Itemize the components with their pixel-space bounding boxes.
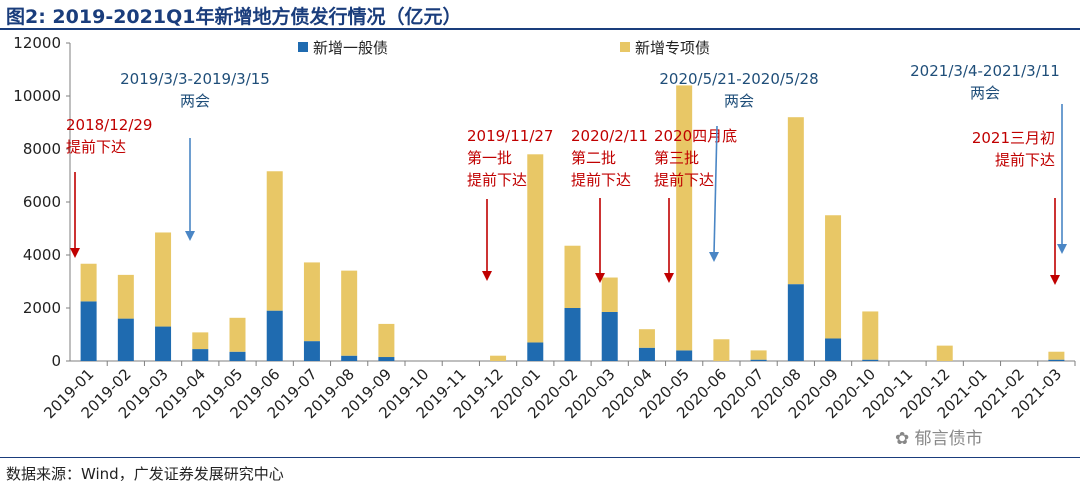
bar-special-2020-06	[713, 339, 730, 361]
legend-swatch-special	[620, 42, 630, 52]
annotation-2021-03: 2021三月初提前下达	[972, 129, 1055, 169]
bar-general-2020-03	[601, 311, 618, 361]
bar-general-2019-07	[303, 341, 320, 361]
annotation-line: 2019/11/27	[467, 127, 553, 145]
annotation-line: 2021三月初	[972, 129, 1055, 147]
arrow-head-icon	[1057, 244, 1067, 254]
annotation-2020-03: 2020/2/11 第二批提前下达	[571, 127, 648, 189]
annotation-line: 第三批	[654, 149, 699, 167]
annotation-line: 第二批	[571, 149, 616, 167]
bar-special-2020-05	[676, 85, 693, 351]
y-tick-label: 8000	[23, 140, 61, 158]
arrow-head-icon	[709, 252, 719, 262]
chart-title: 图2: 2019-2021Q1年新增地方债发行情况（亿元）	[6, 6, 462, 28]
y-tick-label: 10000	[13, 87, 61, 105]
y-tick-label: 4000	[23, 246, 61, 264]
annotation-2019-03: 2019/3/3-2019/3/15 两会	[120, 70, 270, 110]
bar-special-2019-12	[490, 355, 507, 361]
source-note: 数据来源：Wind，广发证券发展研究中心	[6, 465, 284, 483]
stacked-bar-chart: 0200040006000800010000120002019-012019-0…	[13, 34, 1076, 422]
bar-special-2020-02	[564, 245, 581, 308]
bar-special-2020-01	[527, 154, 544, 343]
bar-special-2020-08	[787, 117, 804, 285]
footer-divider	[0, 457, 1080, 458]
bar-special-2020-09	[825, 215, 842, 339]
bar-general-2020-05	[676, 350, 693, 361]
watermark-text: 郁言债市	[914, 429, 983, 449]
annotation-line: 第一批	[467, 149, 512, 167]
y-tick-label: 2000	[23, 299, 61, 317]
legend-label-general: 新增一般债	[313, 39, 388, 57]
bar-general-2019-02	[117, 318, 134, 361]
bar-general-2020-01	[527, 342, 544, 361]
title-divider	[0, 28, 1080, 30]
bar-general-2019-06	[266, 310, 283, 361]
annotation-2020-06: 2020/5/21-2020/5/28 两会	[659, 70, 818, 110]
bar-general-2020-08	[787, 284, 804, 361]
annotation-2019-11: 2019/11/27 第一批提前下达	[467, 127, 553, 189]
bar-special-2019-08	[341, 270, 358, 356]
annotation-line: 2020四月底	[654, 127, 737, 145]
bar-special-2020-12	[936, 345, 953, 361]
bar-general-2021-03	[1048, 359, 1065, 361]
bar-general-2020-07	[750, 359, 767, 361]
bar-general-2019-08	[341, 355, 358, 361]
y-tick-label: 12000	[13, 34, 61, 52]
wechat-icon: ✿	[895, 429, 915, 449]
annotation-line: 提前下达	[467, 171, 527, 189]
annotation-line: 2019/3/3-2019/3/15	[120, 70, 270, 88]
arrow-head-icon	[70, 248, 80, 258]
bar-general-2020-10	[862, 359, 879, 361]
annotation-arrow-2020-06	[713, 125, 718, 255]
bar-general-2020-09	[825, 338, 842, 361]
arrow-head-icon	[595, 273, 605, 283]
annotation-2019-01: 2018/12/29 提前下达	[66, 116, 152, 156]
bar-special-2020-04	[638, 329, 655, 348]
bar-special-2019-01	[80, 263, 97, 302]
legend-swatch-general	[298, 42, 308, 52]
annotation-2020-05: 2020四月底第三批提前下达	[654, 127, 737, 189]
annotation-line: 两会	[180, 92, 210, 110]
annotation-line: 2018/12/29	[66, 116, 152, 134]
bar-special-2021-03	[1048, 351, 1065, 360]
y-tick-label: 6000	[23, 193, 61, 211]
bar-special-2019-05	[229, 317, 246, 352]
bar-special-2019-09	[378, 323, 395, 358]
bar-general-2019-09	[378, 357, 395, 361]
annotation-line: 2021/3/4-2021/3/11	[910, 62, 1060, 80]
annotation-line: 提前下达	[66, 138, 126, 156]
arrow-head-icon	[185, 231, 195, 241]
annotation-line: 提前下达	[654, 171, 714, 189]
bar-special-2019-06	[266, 171, 283, 311]
annotation-2021-03: 2021/3/4-2021/3/11 两会	[910, 62, 1060, 102]
watermark: ✿ 郁言债市	[895, 424, 983, 449]
bar-special-2019-07	[303, 262, 320, 342]
bar-general-2019-04	[192, 349, 209, 361]
arrow-head-icon	[1050, 275, 1060, 285]
annotation-line: 2020/5/21-2020/5/28	[659, 70, 818, 88]
bar-special-2020-03	[601, 277, 618, 312]
y-tick-label: 0	[51, 352, 61, 370]
bar-special-2019-02	[117, 274, 134, 319]
annotation-line: 2020/2/11	[571, 127, 648, 145]
bar-general-2020-04	[638, 347, 655, 361]
annotation-line: 提前下达	[995, 151, 1055, 169]
bar-special-2020-07	[750, 350, 767, 360]
annotation-line: 提前下达	[571, 171, 631, 189]
annotation-line: 两会	[724, 92, 754, 110]
arrow-head-icon	[482, 271, 492, 281]
bar-special-2020-10	[862, 311, 879, 360]
arrow-head-icon	[664, 273, 674, 283]
bar-general-2019-05	[229, 351, 246, 361]
bar-special-2019-03	[155, 232, 172, 327]
bar-general-2019-03	[155, 326, 172, 361]
bar-special-2019-04	[192, 332, 209, 350]
bar-general-2019-01	[80, 301, 97, 361]
annotation-line: 两会	[970, 84, 1000, 102]
legend-label-special: 新增专项债	[635, 39, 710, 57]
bar-general-2020-02	[564, 308, 581, 361]
